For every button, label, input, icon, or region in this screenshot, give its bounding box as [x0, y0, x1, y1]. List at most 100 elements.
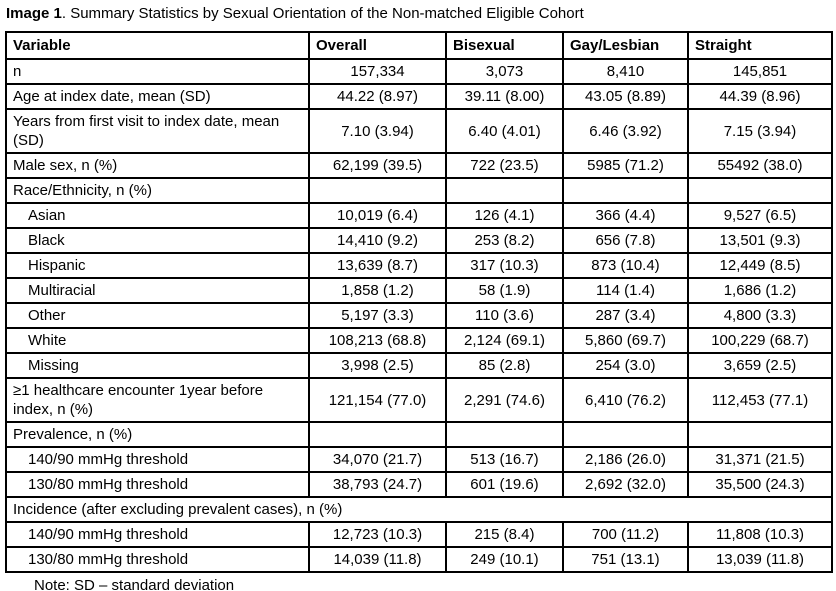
cell-value: [562, 177, 689, 204]
cell-value: 108,213 (68.8): [308, 327, 447, 354]
row-label: Asian: [5, 202, 310, 229]
cell-value: 601 (19.6): [445, 471, 564, 498]
table-section-row: Prevalence, n (%): [5, 421, 833, 448]
cell-value: 31,371 (21.5): [687, 446, 833, 473]
column-header-straight: Straight: [687, 31, 833, 60]
cell-value: 34,070 (21.7): [308, 446, 447, 473]
cell-value: 4,800 (3.3): [687, 302, 833, 329]
cell-value: 254 (3.0): [562, 352, 689, 379]
cell-value: 700 (11.2): [562, 521, 689, 548]
cell-value: [445, 177, 564, 204]
row-label: Years from first visit to index date, me…: [5, 108, 310, 154]
cell-value: 43.05 (8.89): [562, 83, 689, 110]
table-row: White 108,213 (68.8) 2,124 (69.1) 5,860 …: [5, 327, 833, 354]
row-label: 140/90 mmHg threshold: [5, 446, 310, 473]
section-label: Race/Ethnicity, n (%): [5, 177, 310, 204]
cell-value: 9,527 (6.5): [687, 202, 833, 229]
cell-value: 513 (16.7): [445, 446, 564, 473]
row-label: ≥1 healthcare encounter 1year before ind…: [5, 377, 310, 423]
cell-value: 62,199 (39.5): [308, 152, 447, 179]
cell-value: 3,073: [445, 58, 564, 85]
table-row: Age at index date, mean (SD) 44.22 (8.97…: [5, 83, 833, 110]
column-header-gay-lesbian: Gay/Lesbian: [562, 31, 689, 60]
cell-value: 7.10 (3.94): [308, 108, 447, 154]
cell-value: [308, 421, 447, 448]
cell-value: 11,808 (10.3): [687, 521, 833, 548]
table-row: 130/80 mmHg threshold 38,793 (24.7) 601 …: [5, 471, 833, 498]
table-row: Other 5,197 (3.3) 110 (3.6) 287 (3.4) 4,…: [5, 302, 833, 329]
figure-caption-text: . Summary Statistics by Sexual Orientati…: [61, 5, 584, 22]
cell-value: 58 (1.9): [445, 277, 564, 304]
table-row: Hispanic 13,639 (8.7) 317 (10.3) 873 (10…: [5, 252, 833, 279]
section-label: Incidence (after excluding prevalent cas…: [5, 496, 833, 523]
cell-value: 1,858 (1.2): [308, 277, 447, 304]
cell-value: 366 (4.4): [562, 202, 689, 229]
cell-value: 215 (8.4): [445, 521, 564, 548]
table-section-row: Race/Ethnicity, n (%): [5, 177, 833, 204]
table-row: Years from first visit to index date, me…: [5, 108, 833, 154]
table-row: 140/90 mmHg threshold 34,070 (21.7) 513 …: [5, 446, 833, 473]
table-row: Missing 3,998 (2.5) 85 (2.8) 254 (3.0) 3…: [5, 352, 833, 379]
cell-value: 157,334: [308, 58, 447, 85]
row-label: n: [5, 58, 310, 85]
cell-value: 5,860 (69.7): [562, 327, 689, 354]
cell-value: [562, 421, 689, 448]
cell-value: 110 (3.6): [445, 302, 564, 329]
row-label: Multiracial: [5, 277, 310, 304]
row-label: 130/80 mmHg threshold: [5, 471, 310, 498]
table-section-row: Incidence (after excluding prevalent cas…: [5, 496, 833, 523]
cell-value: 751 (13.1): [562, 546, 689, 573]
figure-caption-label: Image 1: [6, 5, 62, 22]
table-header-row: Variable Overall Bisexual Gay/Lesbian St…: [5, 31, 833, 60]
cell-value: 6.40 (4.01): [445, 108, 564, 154]
row-label: Age at index date, mean (SD): [5, 83, 310, 110]
cell-value: 3,659 (2.5): [687, 352, 833, 379]
cell-value: 2,186 (26.0): [562, 446, 689, 473]
cell-value: 5,197 (3.3): [308, 302, 447, 329]
cell-value: 6.46 (3.92): [562, 108, 689, 154]
row-label: 140/90 mmHg threshold: [5, 521, 310, 548]
table-row: Black 14,410 (9.2) 253 (8.2) 656 (7.8) 1…: [5, 227, 833, 254]
table-row: 130/80 mmHg threshold 14,039 (11.8) 249 …: [5, 546, 833, 573]
table-row: n 157,334 3,073 8,410 145,851: [5, 58, 833, 85]
table-row: Male sex, n (%) 62,199 (39.5) 722 (23.5)…: [5, 152, 833, 179]
cell-value: 112,453 (77.1): [687, 377, 833, 423]
cell-value: 253 (8.2): [445, 227, 564, 254]
cell-value: 287 (3.4): [562, 302, 689, 329]
cell-value: 8,410: [562, 58, 689, 85]
row-label: Black: [5, 227, 310, 254]
cell-value: 5985 (71.2): [562, 152, 689, 179]
cell-value: 12,449 (8.5): [687, 252, 833, 279]
row-label: White: [5, 327, 310, 354]
cell-value: 13,039 (11.8): [687, 546, 833, 573]
cell-value: 656 (7.8): [562, 227, 689, 254]
column-header-overall: Overall: [308, 31, 447, 60]
cell-value: 14,410 (9.2): [308, 227, 447, 254]
column-header-variable: Variable: [5, 31, 310, 60]
cell-value: 2,124 (69.1): [445, 327, 564, 354]
row-label: Missing: [5, 352, 310, 379]
table-row: 140/90 mmHg threshold 12,723 (10.3) 215 …: [5, 521, 833, 548]
cell-value: 12,723 (10.3): [308, 521, 447, 548]
cell-value: 85 (2.8): [445, 352, 564, 379]
cell-value: 39.11 (8.00): [445, 83, 564, 110]
table-note: Note: SD – standard deviation: [34, 577, 235, 591]
cell-value: 722 (23.5): [445, 152, 564, 179]
cell-value: 317 (10.3): [445, 252, 564, 279]
table-row: Asian 10,019 (6.4) 126 (4.1) 366 (4.4) 9…: [5, 202, 833, 229]
cell-value: 13,501 (9.3): [687, 227, 833, 254]
cell-value: 7.15 (3.94): [687, 108, 833, 154]
cell-value: 114 (1.4): [562, 277, 689, 304]
cell-value: 6,410 (76.2): [562, 377, 689, 423]
cell-value: 44.22 (8.97): [308, 83, 447, 110]
cell-value: 121,154 (77.0): [308, 377, 447, 423]
cell-value: 44.39 (8.96): [687, 83, 833, 110]
table-row: Multiracial 1,858 (1.2) 58 (1.9) 114 (1.…: [5, 277, 833, 304]
section-label: Prevalence, n (%): [5, 421, 310, 448]
row-label: Hispanic: [5, 252, 310, 279]
cell-value: 3,998 (2.5): [308, 352, 447, 379]
row-label: 130/80 mmHg threshold: [5, 546, 310, 573]
cell-value: 873 (10.4): [562, 252, 689, 279]
cell-value: 38,793 (24.7): [308, 471, 447, 498]
cell-value: [445, 421, 564, 448]
